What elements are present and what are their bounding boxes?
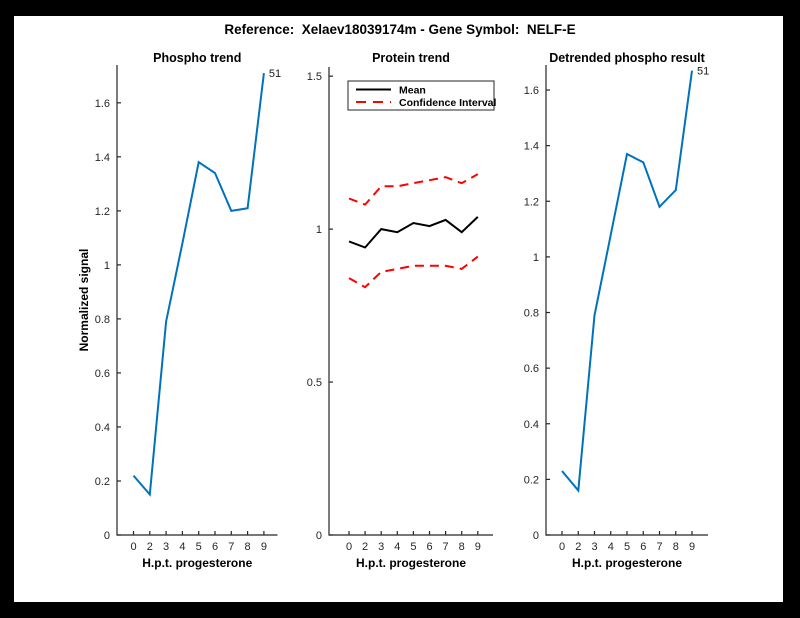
x-tick-label: 3 (591, 541, 597, 553)
figure-suptitle: Reference: Xelaev18039174m - Gene Symbol… (224, 22, 576, 37)
end-point-label: 51 (269, 68, 281, 80)
legend-label-confidence-interval: Confidence Interval (399, 97, 497, 109)
x-tick-label: 2 (147, 541, 153, 553)
y-tick-label: 1.6 (524, 85, 539, 97)
x-tick-label: 2 (362, 541, 368, 553)
y-tick-label: 0.8 (95, 314, 110, 326)
x-tick-label: 5 (624, 541, 630, 553)
x-tick-label: 7 (443, 541, 449, 553)
x-tick-label: 6 (212, 541, 218, 553)
y-tick-label: 1 (104, 260, 110, 272)
y-tick-label: 0.8 (524, 308, 539, 320)
x-tick-label: 6 (426, 541, 432, 553)
x-tick-label: 5 (196, 541, 202, 553)
x-tick-label: 5 (410, 541, 416, 553)
x-tick-label: 4 (608, 541, 614, 553)
axes-lines (116, 65, 278, 536)
x-tick-label: 8 (245, 541, 251, 553)
y-tick-label: 0.2 (95, 476, 110, 488)
x-tick-label: 9 (475, 541, 481, 553)
series-detrended-phospho-signal (561, 70, 693, 493)
axes-lines (328, 67, 493, 536)
y-tick-label: 1.5 (307, 71, 322, 83)
end-point-label: 51 (697, 66, 709, 78)
y-tick-label: 1.2 (95, 206, 110, 218)
y-tick-label: 0 (104, 530, 110, 542)
subplot-title: Detrended phospho result (549, 51, 705, 65)
x-axis-label: H.p.t. progesterone (142, 556, 252, 570)
y-tick-label: 0 (533, 530, 539, 542)
y-tick-label: 1.2 (524, 196, 539, 208)
y-tick-label: 0.6 (95, 368, 110, 380)
y-axis-label: Normalized signal (77, 249, 91, 352)
subplot-detrended-phospho-result: 00.20.40.60.811.21.41.60 2 3 4 5 6 7 8 9Detrende… (524, 51, 710, 570)
x-tick-label: 0 (559, 541, 565, 553)
y-tick-label: 0.2 (524, 474, 539, 486)
y-tick-label: 1.4 (524, 141, 539, 153)
y-tick-label: 0.4 (524, 419, 539, 431)
series-confidence-interval-lower (348, 255, 479, 289)
x-axis-label: H.p.t. progesterone (572, 556, 682, 570)
x-tick-label: 4 (179, 541, 185, 553)
x-tick-label: 2 (575, 541, 581, 553)
x-tick-label: 3 (378, 541, 384, 553)
series-phospho-signal (132, 72, 265, 497)
y-tick-label: 1 (533, 252, 539, 264)
subplot-title: Protein trend (372, 51, 450, 65)
x-tick-label: 9 (261, 541, 267, 553)
series-confidence-interval-upper (348, 173, 479, 206)
x-tick-label: 8 (673, 541, 679, 553)
subplot-title: Phospho trend (153, 51, 241, 65)
y-tick-label: 0.5 (307, 377, 322, 389)
x-tick-label: 0 (130, 541, 136, 553)
x-tick-label: 7 (228, 541, 234, 553)
x-axis-label: H.p.t. progesterone (356, 556, 466, 570)
y-tick-label: 1.4 (95, 152, 110, 164)
y-tick-label: 0.4 (95, 422, 110, 434)
x-tick-label: 4 (394, 541, 400, 553)
x-tick-label: 3 (163, 541, 169, 553)
x-tick-label: 7 (656, 541, 662, 553)
x-tick-label: 8 (459, 541, 465, 553)
series-mean (348, 216, 479, 249)
legend-label-mean: Mean (399, 85, 426, 97)
x-tick-label: 6 (640, 541, 646, 553)
legend-box (347, 80, 495, 111)
subplot-phospho-trend: 00.20.40.60.811.21.41.60 2 3 4 5 6 7 8 9Phospho … (77, 51, 281, 570)
y-tick-label: 1.6 (95, 98, 110, 110)
y-tick-label: 0.6 (524, 363, 539, 375)
figure-canvas (14, 16, 783, 602)
x-tick-label: 9 (689, 541, 695, 553)
x-tick-label: 0 (346, 541, 352, 553)
y-tick-label: 1 (316, 224, 322, 236)
y-tick-label: 0 (316, 530, 322, 542)
